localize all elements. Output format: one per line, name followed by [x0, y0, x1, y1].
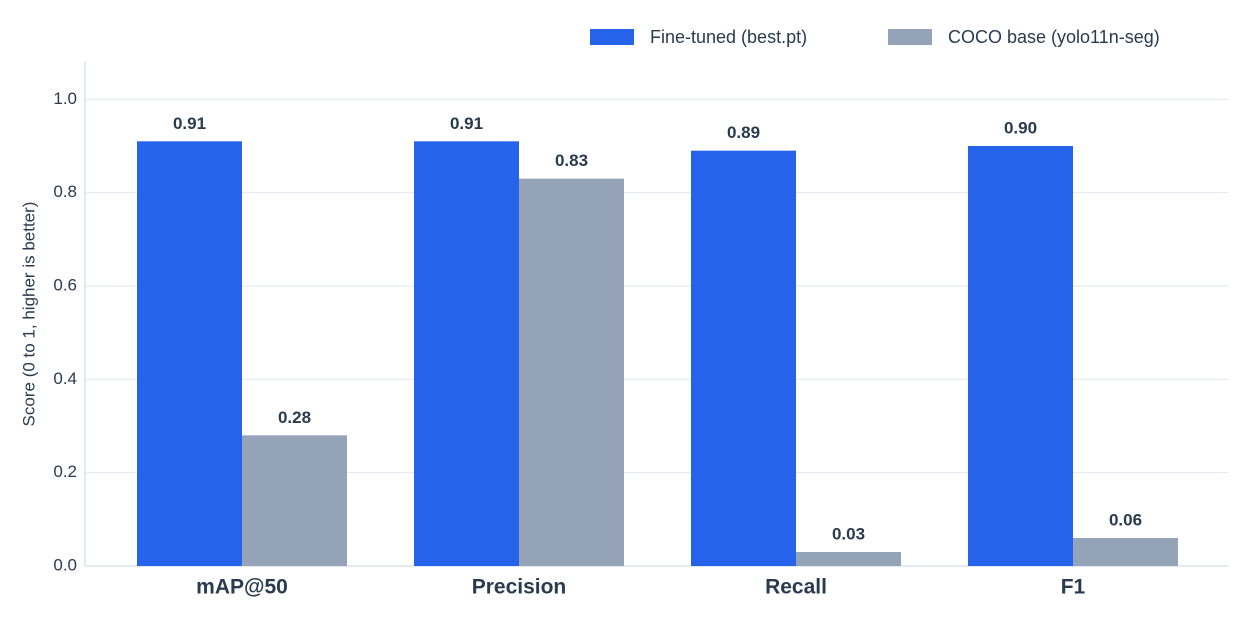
bar: [414, 141, 519, 567]
bar: [691, 150, 796, 566]
y-tick-label: 0.0: [53, 555, 77, 574]
value-label: 0.03: [832, 524, 865, 543]
x-tick-label: mAP@50: [196, 576, 288, 599]
value-label: 0.89: [727, 123, 760, 142]
value-label: 0.83: [555, 151, 588, 170]
y-tick-label: 0.6: [53, 275, 77, 294]
bar: [968, 146, 1073, 566]
y-tick-label: 1.0: [53, 89, 77, 108]
y-tick-label: 0.2: [53, 462, 77, 481]
y-tick-label: 0.8: [53, 182, 77, 201]
legend-swatch: [888, 29, 932, 45]
y-tick-label: 0.4: [53, 369, 77, 388]
legend-label: Fine-tuned (best.pt): [650, 27, 807, 47]
bar: [1073, 538, 1178, 566]
legend-label: COCO base (yolo11n-seg): [948, 27, 1160, 47]
value-label: 0.06: [1109, 510, 1142, 529]
bar: [137, 141, 242, 567]
bar: [796, 552, 901, 566]
value-label: 0.91: [450, 114, 483, 133]
y-axis-title: Score (0 to 1, higher is better): [19, 202, 38, 427]
x-tick-label: Precision: [472, 576, 567, 599]
bar: [242, 435, 347, 566]
legend-swatch: [590, 29, 634, 45]
value-label: 0.90: [1004, 118, 1037, 137]
value-label: 0.91: [173, 114, 206, 133]
bar: [519, 178, 624, 566]
x-tick-label: Recall: [765, 576, 827, 599]
value-label: 0.28: [278, 408, 311, 427]
x-tick-label: F1: [1061, 576, 1086, 599]
